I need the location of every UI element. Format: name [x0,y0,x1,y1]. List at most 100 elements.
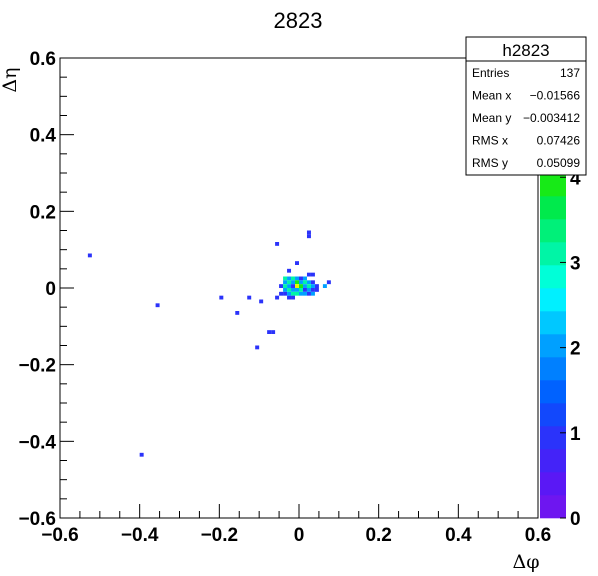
y-tick-label: 0.2 [30,202,56,223]
palette-segment [540,380,566,404]
heatmap-cell [287,280,292,285]
heatmap-cell [295,261,299,265]
heatmap-cell [283,288,288,292]
heatmap-cell [291,284,296,288]
stats-row-value: 0.07426 [537,134,581,148]
palette-tick-label: 1 [570,424,581,445]
heatmap-cell [279,284,284,288]
palette-segment [540,334,566,358]
stats-row-label: RMS x [472,134,508,148]
y-tick-label: 0 [45,279,56,300]
x-axis-label: Δφ [512,551,539,573]
palette-segment [540,403,566,427]
heatmap-cell [295,276,299,281]
heatmap-cell [302,284,307,288]
heatmap-cell [155,303,160,308]
heatmap-cell [295,280,299,285]
palette-segment [540,242,566,266]
palette-segment [540,449,566,473]
heatmap-cell [306,230,311,235]
heatmap-cell [299,276,303,281]
x-tick-label: −0.2 [201,525,239,546]
y-tick-label: 0.6 [30,49,56,70]
heatmap-cell [310,288,315,292]
heatmap-cell [283,280,288,285]
stats-rows: Entries 137 Mean x −0.01566 Mean y −0.003412 R… [472,66,580,170]
palette-segment [540,219,566,243]
heatmap-cell [287,284,292,288]
palette-tick-label: 0 [570,509,581,530]
y-tick-label: −0.4 [18,432,56,453]
heatmap-cell [247,295,252,300]
palette-tick-label: 3 [570,253,581,274]
heatmap-cell [295,288,299,292]
heatmap-cell [306,272,311,277]
heatmap-cell [287,268,292,273]
heatmap-cell [295,284,299,288]
heatmap-cell [306,234,311,239]
chart-title: 2823 [274,8,323,33]
stats-row-value: −0.01566 [530,89,581,103]
heatmap-cell [267,330,272,334]
heatmap-cell [291,276,296,281]
heatmap-cell [299,284,303,288]
heatmap-cell [306,284,311,288]
heatmap-cell [326,280,331,285]
x-tick-label: −0.6 [41,525,79,546]
x-tick-label: 0.6 [525,525,551,546]
heatmap-cell [310,280,315,285]
heatmap-cell [287,291,292,296]
heatmap-cell [299,291,303,296]
heatmap-cell [235,311,240,315]
heatmap-cell [295,291,299,296]
palette-tick-label: 4 [570,168,581,189]
heatmap-cell [299,280,303,285]
heatmap-cell [314,284,319,288]
heatmap-cell [314,288,319,292]
heatmap-cell [283,276,288,281]
heatmap-cell [279,291,284,296]
heatmap-cell [302,288,307,292]
palette-segment [540,495,566,519]
stats-box: h2823 Entries 137 Mean x −0.01566 Mean y −0.0… [465,36,587,176]
heatmap-cell [310,291,315,296]
palette-segment [540,426,566,450]
heatmap-cell [287,276,292,281]
heatmap-cell [291,295,296,300]
heatmap-cells [87,230,331,457]
y-axis-label: Δη [0,67,21,92]
stats-box-frame [465,36,587,176]
heatmap-cell [310,272,315,277]
stats-row-value: 137 [560,66,580,80]
palette-tick-label: 2 [570,339,581,360]
palette-segment [540,472,566,496]
tick-labels: −0.6 −0.4 −0.2 0 0.2 0.4 0.6 −0.6 −0.4 −0.2 0 0.2 0.… [18,49,551,546]
stats-row-label: Mean y [472,111,511,125]
heatmap-cell [322,284,327,288]
heatmap-cell [259,299,264,304]
heatmap-cell [139,452,144,457]
heatmap-cell [219,295,224,300]
heatmap-cell [283,291,288,296]
stats-row-label: RMS y [472,156,508,170]
heatmap-cell [291,291,296,296]
y-tick-label: 0.4 [30,126,57,147]
heatmap-cell [271,330,276,334]
x-tick-label: −0.4 [121,525,159,546]
stats-row-value: 0.05099 [537,156,581,170]
heatmap-cell [287,288,292,292]
heatmap-cell [306,280,311,285]
heatmap-cell [275,295,280,300]
palette-segment [540,265,566,289]
heatmap-cell [302,280,307,285]
heatmap-cell [306,288,311,292]
axes [59,57,539,519]
palette-segment [540,288,566,312]
palette-segment [540,357,566,381]
palette-segment [540,311,566,335]
x-tick-label: 0.2 [365,525,391,546]
stats-title: h2823 [502,41,549,60]
palette-segment [540,196,566,220]
y-tick-label: −0.6 [18,509,56,530]
